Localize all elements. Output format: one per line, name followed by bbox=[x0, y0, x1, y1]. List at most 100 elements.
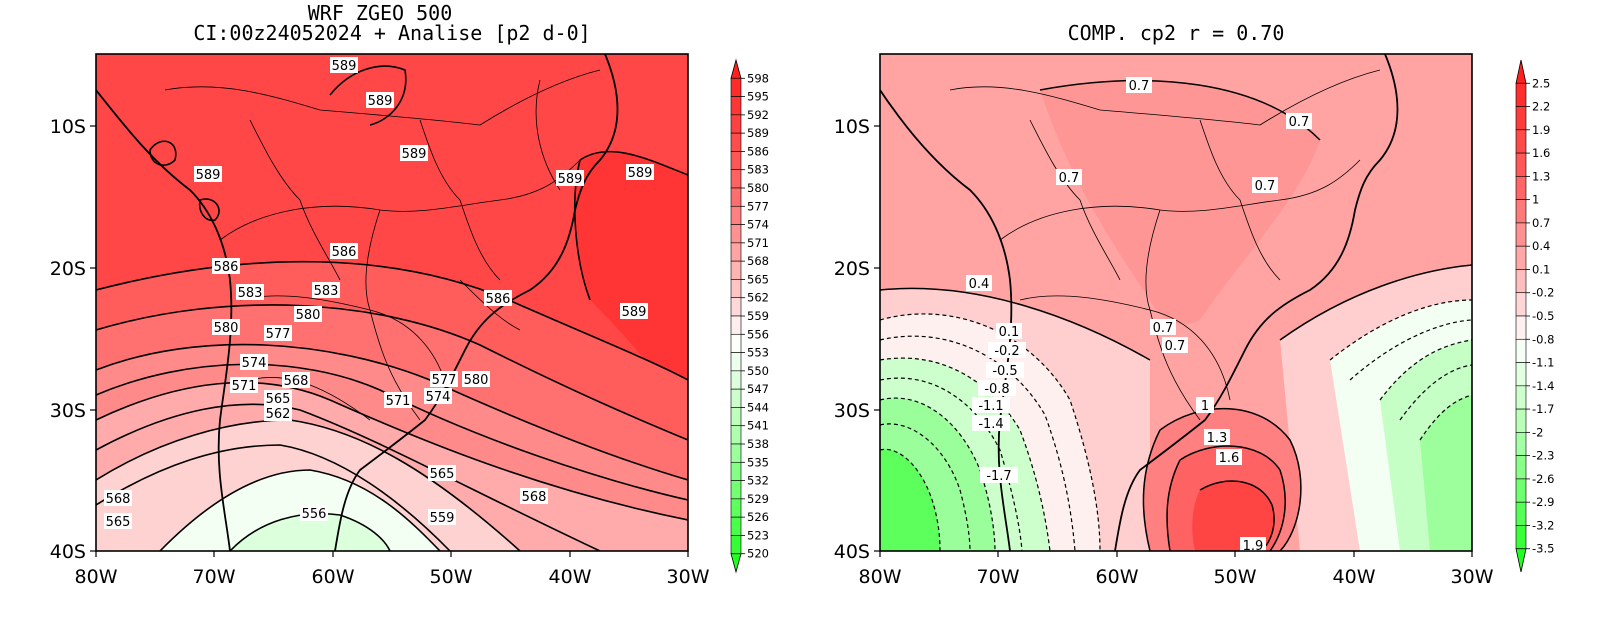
colorbar-cell bbox=[1515, 478, 1527, 503]
colorbar-label: -1.1 bbox=[1532, 356, 1554, 370]
contour-label: -0.8 bbox=[978, 380, 1016, 397]
svg-text:0.7: 0.7 bbox=[1255, 179, 1276, 194]
contour-label: 0.7 bbox=[1162, 337, 1188, 354]
contour-label: 589 bbox=[330, 57, 358, 74]
colorbar-cell bbox=[730, 535, 742, 555]
contour-label: 580 bbox=[212, 319, 240, 336]
svg-text:589: 589 bbox=[196, 168, 221, 183]
colorbar-cell bbox=[730, 224, 742, 244]
colorbar-label: 1.9 bbox=[1532, 123, 1550, 137]
colorbar-label: 2.5 bbox=[1532, 76, 1550, 90]
contour-label: 574 bbox=[240, 354, 268, 371]
colorbar-label: 574 bbox=[747, 218, 769, 232]
colorbar-cell bbox=[730, 260, 742, 280]
y-tick-label: 40S bbox=[834, 541, 870, 563]
colorbar-label: 526 bbox=[747, 510, 769, 524]
svg-text:583: 583 bbox=[238, 286, 263, 301]
colorbar-bottom-arrow bbox=[730, 553, 742, 574]
colorbar-cell bbox=[1515, 385, 1527, 410]
colorbar-label: -3.2 bbox=[1532, 518, 1554, 532]
left-x-axis bbox=[95, 551, 689, 557]
colorbar-label: 595 bbox=[747, 90, 769, 104]
contour-label: 0.7 bbox=[1056, 169, 1082, 186]
colorbar-cell bbox=[730, 352, 742, 372]
contour-label: -1.7 bbox=[980, 467, 1018, 484]
colorbar-cell bbox=[730, 333, 742, 353]
colorbar-label: -3.5 bbox=[1532, 542, 1554, 556]
colorbar-label: -2.9 bbox=[1532, 495, 1554, 509]
contour-label: 0.7 bbox=[1252, 177, 1278, 194]
right-y-tick-labels: 10S 20S 30S 40S bbox=[834, 116, 870, 563]
colorbar-label: 577 bbox=[747, 199, 769, 213]
colorbar-label: 568 bbox=[747, 254, 769, 268]
colorbar-cell bbox=[1515, 152, 1527, 177]
contour-label: 583 bbox=[312, 282, 340, 299]
contour-label: 565 bbox=[428, 465, 456, 482]
contour-label: 577 bbox=[430, 371, 458, 388]
colorbar-label: 544 bbox=[747, 400, 769, 414]
left-y-axis bbox=[90, 125, 96, 552]
y-tick-label: 10S bbox=[834, 116, 870, 138]
colorbar-label: 535 bbox=[747, 455, 769, 469]
svg-text:577: 577 bbox=[432, 373, 457, 388]
contour-label: 577 bbox=[264, 325, 292, 342]
left-title-line2: CI:00z24052024 + Analise [p2 d-0] bbox=[193, 21, 590, 45]
svg-text:1.6: 1.6 bbox=[1219, 451, 1240, 466]
colorbar-label: 565 bbox=[747, 272, 769, 286]
contour-label: 586 bbox=[212, 258, 240, 275]
colorbar-cell bbox=[1515, 82, 1527, 107]
svg-text:559: 559 bbox=[430, 511, 455, 526]
contour-label: 589 bbox=[194, 166, 222, 183]
colorbar-top-arrow bbox=[1515, 59, 1527, 84]
colorbar-label: -0.5 bbox=[1532, 309, 1554, 323]
contour-label: 568 bbox=[520, 488, 548, 505]
colorbar-label: 547 bbox=[747, 382, 769, 396]
colorbar-cell bbox=[730, 279, 742, 299]
right-map-frame bbox=[879, 53, 1473, 552]
svg-text:571: 571 bbox=[386, 394, 411, 409]
x-tick-label: 70W bbox=[977, 566, 1020, 588]
colorbar-cell bbox=[730, 77, 742, 97]
svg-text:0.4: 0.4 bbox=[969, 277, 990, 292]
x-tick-label: 80W bbox=[75, 566, 118, 588]
colorbar-label: -0.2 bbox=[1532, 286, 1554, 300]
contour-label: 0.4 bbox=[966, 275, 992, 292]
colorbar-cell bbox=[730, 151, 742, 171]
colorbar-cell bbox=[730, 388, 742, 408]
svg-text:589: 589 bbox=[332, 59, 357, 74]
colorbar-cell bbox=[1515, 245, 1527, 270]
left-colorbar: 598 595 592 589 586 583 580 577 574 571 568 565 562 5… bbox=[730, 58, 769, 574]
contour-label: -1.1 bbox=[972, 397, 1010, 414]
x-tick-label: 30W bbox=[1451, 566, 1494, 588]
svg-text:568: 568 bbox=[284, 374, 309, 389]
colorbar-label: 553 bbox=[747, 346, 769, 360]
y-tick-label: 10S bbox=[50, 116, 86, 138]
colorbar-cell bbox=[1515, 269, 1527, 294]
svg-text:577: 577 bbox=[266, 327, 291, 342]
svg-text:0.7: 0.7 bbox=[1059, 171, 1080, 186]
svg-text:562: 562 bbox=[266, 407, 291, 422]
left-y-tick-labels: 10S 20S 30S 40S bbox=[50, 116, 86, 563]
svg-text:586: 586 bbox=[486, 292, 511, 307]
colorbar-label: 586 bbox=[747, 144, 769, 158]
contour-label: 580 bbox=[462, 371, 490, 388]
colorbar-cell bbox=[1515, 501, 1527, 526]
contour-label: 0.7 bbox=[1286, 113, 1312, 130]
colorbar-label: 529 bbox=[747, 492, 769, 506]
svg-text:0.7: 0.7 bbox=[1129, 79, 1150, 94]
svg-text:-0.2: -0.2 bbox=[994, 344, 1019, 359]
svg-text:580: 580 bbox=[296, 308, 321, 323]
colorbar-cell bbox=[730, 480, 742, 500]
colorbar-cell bbox=[1515, 129, 1527, 154]
colorbar-label: 556 bbox=[747, 327, 769, 341]
svg-text:589: 589 bbox=[628, 166, 653, 181]
colorbar-cell bbox=[1515, 199, 1527, 224]
x-tick-label: 60W bbox=[1096, 566, 1139, 588]
colorbar-label: 592 bbox=[747, 108, 769, 122]
colorbar-cell bbox=[730, 370, 742, 390]
x-tick-label: 70W bbox=[193, 566, 236, 588]
colorbar-label: 1 bbox=[1532, 193, 1539, 207]
left-panel: WRF ZGEO 500 CI:00z24052024 + Analise [p… bbox=[50, 1, 769, 588]
contour-label: -1.4 bbox=[972, 415, 1010, 432]
colorbar-label: -0.8 bbox=[1532, 332, 1554, 346]
